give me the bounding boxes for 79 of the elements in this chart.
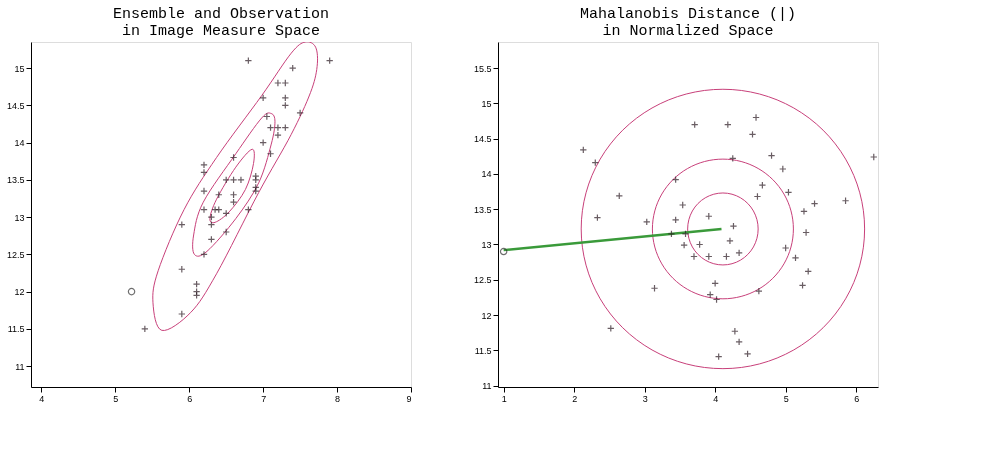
x-tick-label: 7 [261,393,267,404]
point [237,176,245,184]
x-tick-label: 6 [854,393,860,404]
y-tick-label: 12 [14,287,25,298]
point [296,109,304,117]
point [752,113,760,122]
point [281,94,290,102]
y-tick-label: 14 [14,138,25,149]
point [711,279,719,288]
point [259,94,267,102]
point [274,131,282,139]
x-tick-label: 4 [39,393,45,404]
point [200,161,208,169]
point [251,172,260,180]
y-tick-label: 15.5 [473,63,492,74]
y-tick-label: 14 [481,169,492,180]
y-tick-label: 15 [481,98,492,109]
point [802,228,810,237]
text: in Normalized Space [602,23,774,40]
point [259,138,267,147]
y-tick-label: 11.5 [474,345,492,356]
point [200,168,208,177]
point [791,254,800,262]
point [755,287,763,295]
point [200,250,208,259]
point [281,79,290,87]
point [251,176,260,184]
x-tick-label: 3 [642,393,648,404]
y-tick-label: 13.5 [473,204,492,215]
y-tick-label: 11 [482,381,492,392]
y-tick-label: 11.5 [7,324,25,335]
point [800,207,808,216]
y-tick-label: 14.5 [6,100,25,111]
point [781,244,790,252]
point [222,176,230,184]
point [274,79,282,87]
point [222,228,230,236]
point [779,165,787,173]
y-tick-label: 13.5 [6,175,25,186]
x-tick-label: 6 [187,393,193,404]
point [200,205,208,214]
y-tick-label: 14.5 [473,134,492,145]
point [178,310,186,318]
point [211,205,219,214]
x-tick-label: 9 [406,393,412,404]
point [678,201,687,209]
y-tick-label: 13 [14,212,25,223]
point [207,213,216,221]
text: Ensemble and Observation [112,6,330,23]
point [729,222,738,230]
point [735,249,743,257]
x-tick-label: 4 [713,393,719,404]
x-tick-label: 5 [113,393,119,404]
x-tick-label: 2 [572,393,578,404]
point [127,287,136,296]
y-tick-label: 15 [14,63,25,74]
x-tick-label: 8 [335,393,341,404]
point [229,176,238,184]
y-tick-label: 12.5 [473,275,492,286]
point [579,146,588,154]
point [288,64,297,72]
point [274,123,282,132]
point [726,237,734,245]
point [642,218,651,226]
point [735,338,743,346]
point [251,187,260,195]
point [690,252,698,261]
y-tick-label: 12 [481,310,492,321]
point [141,325,149,333]
x-tick-label: 5 [783,393,789,404]
text: in Image Measure Space [121,23,321,40]
point [200,187,208,195]
point [731,327,739,336]
x-tick-label: 1 [501,393,507,404]
y-tick-label: 12.5 [6,249,25,260]
y-tick-label: 11 [15,361,25,372]
y-tick-label: 13 [481,239,492,250]
text: Mahalanobis Distance (|) [579,6,797,23]
point [870,153,878,161]
